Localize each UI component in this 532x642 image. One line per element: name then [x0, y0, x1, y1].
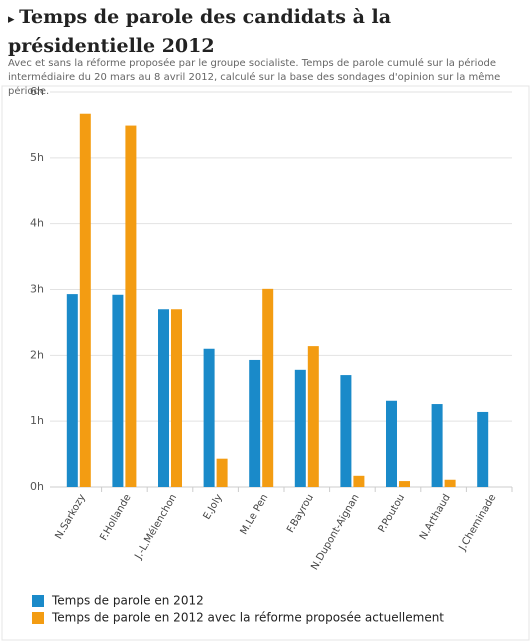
bar: [477, 411, 489, 487]
legend-label: Temps de parole en 2012 avec la réforme …: [51, 611, 444, 625]
bar: [79, 113, 91, 487]
bar: [249, 359, 261, 487]
x-tick-label: F.Hollande: [98, 493, 133, 543]
bar: [216, 458, 228, 487]
x-tick-label: J.Cheminade: [457, 493, 499, 554]
legend-swatch: [32, 595, 44, 607]
y-tick-label: 6h: [30, 85, 44, 98]
bar: [353, 475, 365, 487]
legend-label: Temps de parole en 2012: [51, 594, 204, 608]
x-tick-label: J.-L.Mélenchon: [132, 492, 179, 562]
bar: [340, 375, 352, 487]
y-tick-label: 0h: [30, 480, 44, 493]
chart-title: Temps de parole des candidats à la prési…: [8, 6, 392, 57]
title-icon: ▸: [8, 12, 20, 27]
x-tick-label: N.Sarkozy: [53, 492, 88, 541]
x-tick-label: N.Dupont-Aignan: [309, 493, 361, 573]
y-tick-label: 4h: [30, 217, 44, 230]
y-tick-label: 5h: [30, 151, 44, 164]
bar: [125, 125, 137, 487]
bar: [171, 309, 182, 487]
bar: [386, 400, 397, 487]
x-tick-label: N.Arthaud: [418, 493, 453, 542]
bar: [158, 309, 169, 487]
y-tick-label: 2h: [30, 348, 44, 361]
bar: [203, 348, 215, 487]
bar: [431, 404, 443, 487]
bar: [112, 294, 124, 487]
bar: [262, 288, 274, 487]
bar: [444, 479, 456, 487]
bar: [307, 346, 319, 487]
y-tick-label: 1h: [30, 414, 44, 427]
x-tick-label: P.Poutou: [377, 493, 408, 535]
bar: [66, 294, 78, 487]
chart-subtitle: Avec et sans la réforme proposée par le …: [8, 58, 501, 97]
y-tick-label: 3h: [30, 283, 44, 296]
bar: [294, 369, 306, 487]
x-tick-label: F.Bayrou: [285, 493, 316, 535]
title-block: ▸ Temps de parole des candidats à la pré…: [8, 4, 523, 59]
legend-swatch: [32, 612, 44, 624]
chart-frame: [1, 85, 530, 641]
x-tick-label: M.Le Pen: [239, 493, 271, 537]
bar: [399, 481, 410, 487]
x-tick-label: E.Joly: [202, 492, 225, 521]
